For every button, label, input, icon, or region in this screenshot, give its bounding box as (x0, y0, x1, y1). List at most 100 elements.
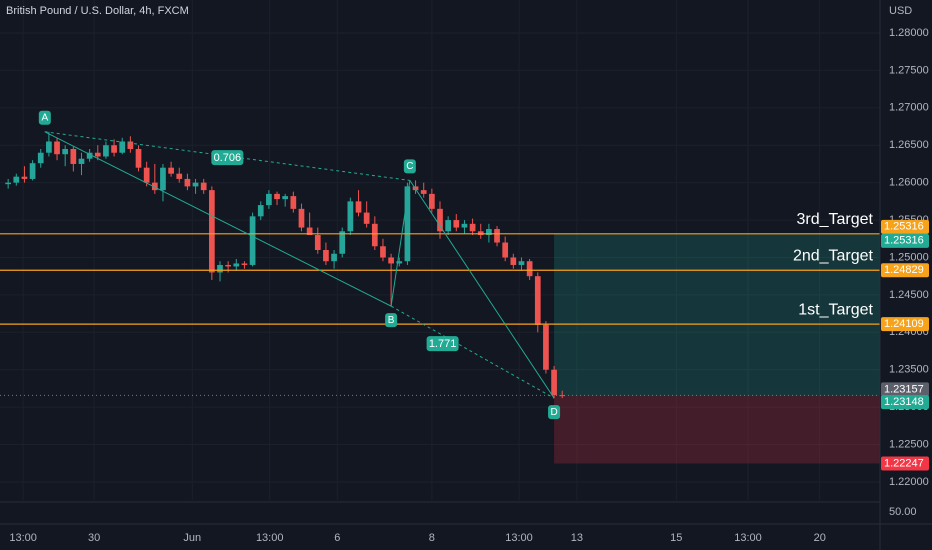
point-label: A (41, 112, 48, 123)
candle-body (78, 158, 85, 164)
x-tick-label: 20 (814, 532, 826, 544)
last-price-box (881, 382, 929, 397)
candle-body (119, 141, 126, 153)
candle-body (380, 246, 386, 258)
y-tick-label: 1.24500 (889, 289, 929, 301)
x-tick-label: 13:00 (256, 532, 284, 544)
candle-body (347, 201, 354, 232)
point-label: B (388, 315, 395, 326)
target-label: 3rd_Target (797, 211, 874, 228)
levels: 3rd_Target 2nd_Target 1st_Target (0, 211, 880, 396)
pattern-ratio-line (390, 305, 555, 399)
x-tick-label: 13:00 (505, 532, 533, 544)
x-tick-label: Jun (183, 532, 201, 544)
candle-body (510, 257, 517, 265)
candle-body (62, 148, 69, 155)
candle-body (371, 223, 378, 247)
candle-body (168, 167, 174, 174)
candle-body (266, 193, 272, 206)
level-price: 1.24109 (884, 318, 924, 330)
x-tick-label: 30 (88, 532, 100, 544)
candle-body (111, 145, 117, 153)
position-tool (554, 233, 880, 464)
point-label: D (550, 407, 557, 418)
candle-body (13, 176, 20, 183)
x-tick-label: 6 (334, 532, 340, 544)
candle-body (192, 182, 199, 187)
candle-body (209, 190, 215, 273)
candle-body (94, 152, 101, 157)
point-box (548, 405, 561, 420)
position-target-price-box (881, 233, 929, 248)
candle-body (249, 216, 256, 265)
position-target-price: 1.25316 (884, 235, 924, 247)
pattern-leg (390, 180, 411, 307)
candle-body (388, 257, 394, 264)
candle-body (282, 196, 289, 200)
candle-body (363, 212, 370, 224)
candle-body (420, 190, 427, 194)
entry-price-box (881, 395, 929, 410)
candle-body (461, 223, 468, 228)
ratio-box (211, 150, 244, 166)
candle-body (429, 193, 435, 209)
profit-zone (554, 233, 880, 397)
level-price-box (881, 263, 929, 278)
candle-body (526, 261, 533, 277)
y-tick-label: 1.22500 (889, 438, 929, 450)
candle-body (314, 235, 321, 250)
candle-body (143, 167, 150, 183)
candle-body (543, 324, 549, 370)
stop-price: 1.22247 (884, 457, 924, 469)
candle-body (559, 395, 566, 397)
candle-body (160, 167, 166, 191)
candle-body (453, 220, 460, 228)
level-price-box (881, 219, 929, 234)
candle-body (200, 182, 207, 191)
point-label: C (406, 161, 413, 172)
candle-body (54, 141, 60, 155)
x-tick-label: 8 (429, 532, 435, 544)
point-box (385, 313, 398, 328)
y-tick-label: 1.25000 (889, 251, 929, 263)
ratio-label: 0.706 (214, 152, 242, 164)
y-tick-label: 1.27000 (889, 102, 929, 114)
pattern-ratio-line (44, 131, 410, 181)
lower-pane-tick: 50.00 (889, 506, 917, 518)
candle-body (233, 263, 240, 267)
y-tick-label: 1.22000 (889, 476, 929, 488)
candle-body (274, 193, 280, 200)
candle-body (551, 369, 557, 396)
x-tick-label: 15 (670, 532, 682, 544)
candle-body (518, 261, 525, 265)
stop-price-box (881, 456, 929, 471)
candle-body (306, 227, 313, 236)
candle-body (46, 141, 52, 153)
x-tick-label: 13:00 (9, 532, 37, 544)
entry-price: 1.23148 (884, 396, 924, 408)
y-tick-label: 1.27500 (889, 64, 929, 76)
pattern-leg (44, 131, 392, 307)
candle-body (127, 141, 134, 149)
candle-body (331, 253, 337, 262)
point-box (38, 110, 51, 125)
candle-body (355, 201, 362, 213)
level-price: 1.25316 (884, 221, 924, 233)
candle-body (184, 178, 191, 187)
candle-body (339, 231, 346, 254)
candle-body (477, 231, 484, 236)
y-tick-label: 1.26500 (889, 139, 929, 151)
candle-body (502, 242, 509, 258)
loss-zone (554, 396, 880, 464)
target-label: 2nd_Target (793, 247, 874, 264)
level-price-box (881, 317, 929, 332)
candle-body (396, 261, 403, 264)
pattern-leg (409, 180, 555, 399)
target-label: 1st_Target (798, 301, 873, 318)
candle-body (323, 250, 329, 262)
candle-body (176, 173, 183, 179)
candle-body (298, 208, 305, 228)
currency-label: USD (889, 5, 912, 17)
